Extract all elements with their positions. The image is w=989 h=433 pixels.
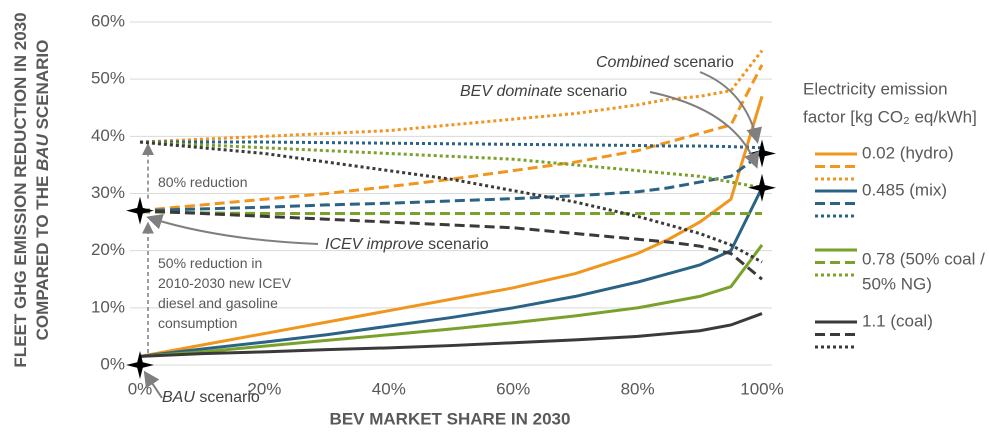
y-title-part: COMPARED TO THE bbox=[33, 171, 52, 340]
series-line bbox=[139, 140, 763, 190]
x-tick-label: 0% bbox=[128, 379, 153, 398]
y-tick-label: 30% bbox=[91, 183, 125, 202]
x-tick-label: 80% bbox=[621, 379, 655, 398]
annotation-part: 2010-2030 new ICEV bbox=[158, 275, 292, 291]
series-line bbox=[139, 209, 763, 281]
series-line bbox=[139, 49, 764, 144]
x-title: BEV MARKET SHARE IN 2030 bbox=[330, 409, 571, 428]
series-line bbox=[139, 64, 764, 213]
x-tick-label: 60% bbox=[496, 379, 530, 398]
annotation-part: BEV dominate bbox=[460, 83, 562, 100]
scenario-marker bbox=[126, 351, 154, 379]
annotation-part: 50% reduction in bbox=[158, 255, 262, 271]
annotation-part: BAU bbox=[162, 389, 195, 406]
annotation-part: scenario bbox=[562, 83, 627, 100]
y-tick-label: 0% bbox=[100, 354, 125, 373]
annotation-arrow bbox=[649, 91, 760, 169]
y-tick-label: 20% bbox=[91, 240, 125, 259]
series-line bbox=[139, 95, 764, 358]
y-title-part: FLEET GHG EMISSION REDUCTION IN 2030 bbox=[11, 12, 30, 367]
annotation: consumption bbox=[158, 315, 237, 331]
y-title: FLEET GHG EMISSION REDUCTION IN 2030 bbox=[11, 12, 30, 367]
y-tick-label: 60% bbox=[91, 11, 125, 30]
annotation-part: scenario bbox=[195, 389, 260, 406]
y-tick-label: 50% bbox=[91, 69, 125, 88]
annotation-part: consumption bbox=[158, 315, 237, 331]
annotation-part: scenario bbox=[424, 236, 489, 253]
legend-title: factor [kg CO₂ eq/kWh] bbox=[803, 107, 977, 126]
series-line bbox=[139, 312, 763, 358]
series-line bbox=[140, 140, 763, 150]
x-tick-label: 20% bbox=[247, 379, 281, 398]
annotation-arrow bbox=[699, 71, 762, 144]
annotation: BEV dominate scenario bbox=[460, 83, 627, 100]
legend-label: 0.78 (50% coal / bbox=[862, 249, 985, 268]
y-tick-label: 40% bbox=[91, 126, 125, 145]
x-tick-label: 100% bbox=[740, 379, 783, 398]
annotation-part: ICEV improve bbox=[325, 236, 424, 253]
legend-label: 0.485 (mix) bbox=[862, 180, 947, 199]
annotation: ICEV improve scenario bbox=[325, 236, 489, 253]
annotation-part: Combined bbox=[596, 54, 670, 71]
series-line bbox=[139, 244, 764, 358]
legend-label: 0.02 (hydro) bbox=[862, 143, 954, 162]
series-line bbox=[139, 152, 763, 213]
annotation: diesel and gasoline bbox=[158, 295, 278, 311]
y-tick-label: 10% bbox=[91, 297, 125, 316]
y-title-part: SCENARIO bbox=[33, 40, 52, 134]
legend-title: Electricity emission bbox=[803, 79, 948, 98]
legend-label: 50% NG) bbox=[862, 274, 932, 293]
series-line bbox=[139, 210, 762, 216]
legend-label: 1.1 (coal) bbox=[862, 311, 933, 330]
y-title-part: BAU bbox=[33, 133, 52, 171]
annotation: Combined scenario bbox=[596, 54, 734, 71]
x-tick-label: 40% bbox=[372, 379, 406, 398]
annotation: 80% reduction bbox=[158, 174, 248, 190]
series-line bbox=[139, 187, 764, 358]
annotation: 50% reduction in bbox=[158, 255, 262, 271]
scenario-marker bbox=[126, 196, 154, 225]
scenario-marker bbox=[748, 139, 776, 168]
annotation: 2010-2030 new ICEV bbox=[158, 275, 292, 291]
annotation-part: 80% reduction bbox=[158, 174, 248, 190]
annotation: BAU scenario bbox=[162, 389, 260, 406]
y-title: COMPARED TO THE BAU SCENARIO bbox=[33, 40, 52, 341]
annotation-part: scenario bbox=[669, 54, 734, 71]
annotation-arrow bbox=[146, 213, 319, 245]
annotation-arrow bbox=[143, 370, 163, 399]
scenario-marker bbox=[748, 173, 776, 202]
annotation-part: diesel and gasoline bbox=[158, 295, 278, 311]
